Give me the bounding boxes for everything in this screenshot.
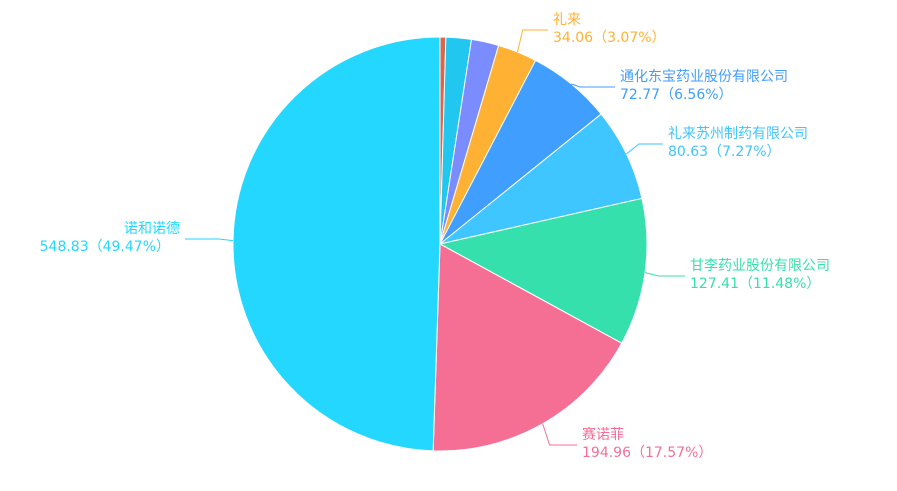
slice-value-label: 72.77（6.56%） <box>620 87 733 103</box>
slice-label: 诺和诺德 <box>124 221 180 237</box>
slice-value-label: 194.96（17.57%） <box>582 445 712 461</box>
slice-value-label: 127.41（11.48%） <box>690 276 820 292</box>
slice-label: 赛诺菲 <box>582 427 624 443</box>
slice-value-label: 34.06（3.07%） <box>553 30 666 46</box>
leader-line <box>644 272 685 277</box>
leader-line <box>626 143 663 155</box>
slice-value-label: 80.63（7.27%） <box>668 144 781 160</box>
slice-label: 通化东宝药业股份有限公司 <box>620 69 788 85</box>
pie-slice <box>438 197 648 344</box>
slice-value-label: 548.83（49.47%） <box>40 239 170 255</box>
leader-line <box>516 29 548 53</box>
leader-line <box>185 238 234 242</box>
slice-label: 礼来苏州制药有限公司 <box>668 126 808 142</box>
pie-slice <box>432 243 623 452</box>
leader-line <box>542 423 577 446</box>
pie-slice <box>232 36 441 452</box>
slice-label: 礼来 <box>553 12 581 28</box>
leader-line <box>570 83 615 88</box>
slice-label: 甘李药业股份有限公司 <box>690 258 830 274</box>
